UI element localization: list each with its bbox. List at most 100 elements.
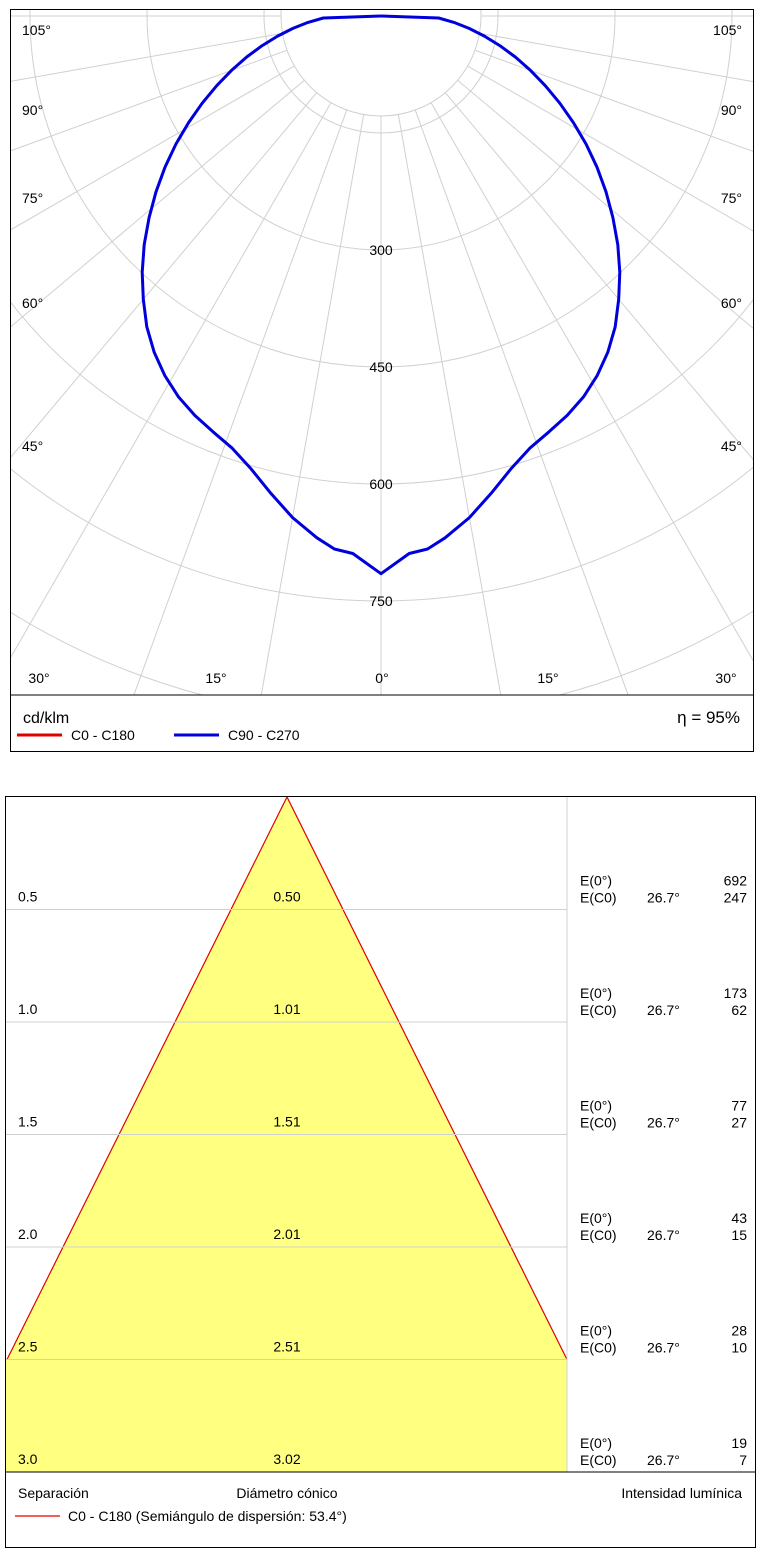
polar-ring — [11, 10, 753, 751]
polar-angle-label-left: 90° — [22, 102, 43, 118]
cone-column-diameter: Diámetro cónico — [236, 1485, 337, 1501]
cone-ec0-label: E(C0) — [580, 1227, 617, 1243]
cone-edge-right — [286, 797, 568, 1360]
polar-ring — [263, 10, 499, 134]
polar-ring — [11, 10, 753, 751]
cone-e0-label: E(0°) — [580, 873, 612, 889]
polar-radial-tick-label: 750 — [369, 593, 393, 609]
polar-angle-label-left: 75° — [22, 190, 43, 206]
cone-ec0-label: E(C0) — [580, 890, 617, 906]
cone-diameter-label: 2.51 — [273, 1339, 300, 1355]
polar-ring — [29, 10, 733, 368]
polar-radial-tick-label: 600 — [369, 476, 393, 492]
cone-e0-label: E(0°) — [580, 1435, 612, 1451]
cone-diameter-label: 3.02 — [273, 1451, 300, 1467]
polar-angle-label-bottom: 30° — [715, 670, 736, 686]
cone-e0-value: 77 — [731, 1098, 747, 1114]
polar-spoke — [380, 15, 753, 83]
cone-angle-label: 26.7° — [647, 1227, 680, 1243]
polar-legend-label: C90 - C270 — [228, 727, 300, 743]
polar-series-curve — [140, 14, 622, 576]
polar-spoke — [11, 15, 382, 82]
cone-diameter-label: 1.51 — [273, 1114, 300, 1130]
cone-ec0-value: 27 — [731, 1115, 747, 1131]
polar-grid — [11, 10, 753, 751]
polar-spoke — [380, 15, 629, 695]
cone-e0-value: 43 — [731, 1210, 747, 1226]
polar-angle-label-right: 105° — [713, 22, 742, 38]
polar-spoke — [380, 15, 753, 662]
cone-ec0-value: 62 — [731, 1002, 747, 1018]
cone-diagram: 0.5 0.50 E(0°) E(C0) 26.7° 692 247 1.0 1.01 E(0°)… — [5, 796, 756, 1548]
polar-ring — [146, 10, 616, 251]
polar-angle-label-right: 45° — [721, 438, 742, 454]
polar-ring — [11, 10, 753, 751]
polar-ring — [11, 10, 753, 751]
cone-angle-label: 26.7° — [647, 1115, 680, 1131]
cone-e0-value: 173 — [724, 985, 748, 1001]
cone-e0-value: 692 — [724, 873, 748, 889]
cone-angle-label: 26.7° — [647, 1002, 680, 1018]
polar-angle-label-right: 90° — [721, 102, 742, 118]
polar-angle-label-bottom: 30° — [28, 670, 49, 686]
cone-e0-label: E(0°) — [580, 985, 612, 1001]
cone-e0-label: E(0°) — [580, 1210, 612, 1226]
cone-column-intensity: Intensidad lumínica — [621, 1485, 742, 1501]
cone-height-label: 1.5 — [18, 1114, 38, 1130]
polar-radial-tick-label: 300 — [369, 242, 393, 258]
cone-e0-value: 19 — [731, 1435, 747, 1451]
polar-diagram: 300 450 600 750 105° 90° 75° 60° 45° 105° 90° 75° 60… — [10, 9, 754, 752]
cone-ec0-value: 10 — [731, 1340, 747, 1356]
cone-e0-label: E(0°) — [580, 1323, 612, 1339]
cone-height-label: 3.0 — [18, 1451, 38, 1467]
cone-ec0-label: E(C0) — [580, 1115, 617, 1131]
polar-angle-label-left: 45° — [22, 438, 43, 454]
cone-height-label: 1.0 — [18, 1001, 38, 1017]
polar-angle-label-left: 60° — [22, 295, 43, 311]
polar-spoke — [11, 15, 382, 328]
cone-angle-label: 26.7° — [647, 1452, 680, 1468]
cone-ec0-label: E(C0) — [580, 1340, 617, 1356]
polar-legend-label: C0 - C180 — [71, 727, 135, 743]
polar-spoke — [380, 15, 753, 461]
polar-spoke — [11, 15, 382, 458]
cone-height-label: 2.0 — [18, 1226, 38, 1242]
cone-diameter-label: 1.01 — [273, 1001, 300, 1017]
cone-ec0-label: E(C0) — [580, 1002, 617, 1018]
polar-ring — [11, 466, 753, 602]
polar-angle-label-bottom: 15° — [205, 670, 226, 686]
cone-e0-label: E(0°) — [580, 1098, 612, 1114]
polar-ring — [11, 298, 753, 485]
polar-unit-label: cd/klm — [23, 710, 69, 727]
cone-ec0-value: 247 — [724, 890, 748, 906]
polar-angle-label-right: 60° — [721, 295, 742, 311]
polar-angle-label-left: 105° — [22, 22, 51, 38]
polar-hub — [280, 10, 482, 117]
polar-angle-label-right: 75° — [721, 190, 742, 206]
cone-diameter-label: 2.01 — [273, 1226, 300, 1242]
polar-chart-svg: 300 450 600 750 105° 90° 75° 60° 45° 105° 90° 75° 60… — [11, 10, 753, 751]
polar-spoke — [380, 15, 753, 329]
cone-height-label: 0.5 — [18, 889, 38, 905]
polar-spoke — [380, 15, 502, 695]
polar-spoke — [133, 15, 382, 695]
cone-angle-label: 26.7° — [647, 1340, 680, 1356]
cone-diameter-label: 0.50 — [273, 889, 300, 905]
cone-ec0-value: 7 — [739, 1452, 747, 1468]
cone-angle-label: 26.7° — [647, 890, 680, 906]
polar-radial-tick-label: 450 — [369, 359, 393, 375]
polar-spoke — [380, 15, 753, 152]
polar-angle-label-bottom: 15° — [537, 670, 558, 686]
cone-edge-left — [6, 797, 288, 1360]
polar-spoke — [260, 15, 382, 695]
cone-column-separation: Separación — [18, 1485, 89, 1501]
cone-legend-label: C0 - C180 (Semiángulo de dispersión: 53.… — [68, 1508, 347, 1524]
cone-ec0-label: E(C0) — [580, 1452, 617, 1468]
polar-angle-label-bottom: 0° — [375, 670, 388, 686]
polar-efficiency-label: η = 95% — [677, 708, 740, 727]
polar-spoke — [380, 15, 753, 232]
polar-spoke — [11, 15, 382, 152]
polar-spoke — [11, 15, 382, 231]
cone-e0-value: 28 — [731, 1323, 747, 1339]
